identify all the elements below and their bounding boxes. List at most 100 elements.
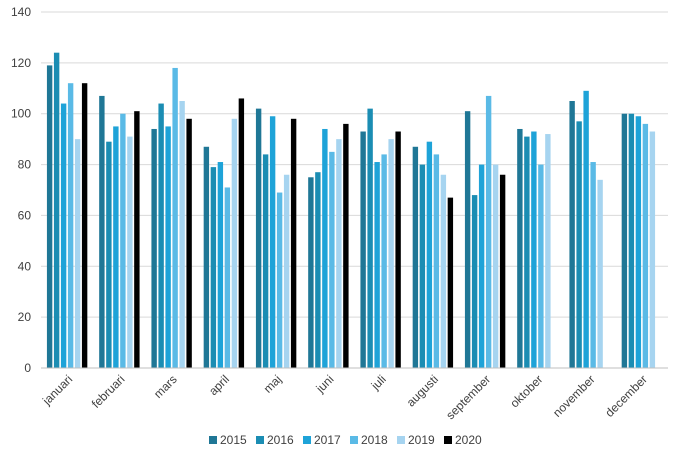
y-tick-label: 120 — [11, 56, 31, 70]
bar-2020-januari — [81, 83, 88, 368]
legend-swatch-2017 — [303, 436, 311, 444]
x-axis-labels: januari februari mars april maj juni juli augus… — [39, 372, 650, 422]
bar-2015-januari — [46, 65, 53, 369]
bar-2019-december — [649, 131, 656, 368]
bar-2017-april — [217, 162, 224, 368]
legend-swatch-2018 — [350, 436, 358, 444]
bar-2019-april — [231, 118, 238, 368]
legend-label: 2016 — [267, 433, 294, 447]
bar-2019-februari — [127, 136, 133, 368]
bar-2019-november — [597, 179, 603, 368]
x-tick-label: september — [443, 372, 493, 422]
bar-2017-juli — [374, 162, 380, 368]
bar-2016-april — [210, 167, 217, 368]
x-tick-label: april — [206, 372, 232, 398]
bar-2019-oktober — [545, 134, 551, 368]
bar-2020-juni — [343, 123, 349, 368]
bar-2018-maj — [276, 192, 283, 368]
legend-swatch-2016 — [256, 436, 264, 444]
bar-2016-mars — [158, 103, 164, 369]
bar-2016-augusti — [419, 164, 426, 368]
bar-2016-juni — [315, 172, 321, 368]
bar-2019-september — [492, 164, 499, 368]
bar-2016-december — [628, 113, 635, 368]
bar-2015-februari — [99, 95, 105, 369]
y-tick-label: 60 — [18, 208, 32, 222]
y-tick-label: 100 — [11, 107, 31, 121]
bar-2019-augusti — [440, 174, 447, 368]
x-tick-label: november — [550, 372, 598, 420]
x-tick-label: juli — [368, 372, 389, 393]
bar-2017-maj — [269, 116, 276, 368]
bar-2019-juli — [388, 139, 394, 368]
bar-2019-maj — [283, 174, 290, 368]
bar-2015-november — [569, 101, 575, 368]
y-tick-label: 140 — [11, 5, 31, 19]
bar-2017-september — [478, 164, 485, 368]
legend-label: 2018 — [361, 433, 388, 447]
bar-2017-december — [635, 116, 642, 368]
x-tick-label: februari — [89, 372, 128, 411]
bar-2016-november — [576, 121, 582, 368]
x-tick-label: mars — [151, 372, 180, 401]
bar-2018-april — [224, 187, 231, 368]
bar-2018-mars — [172, 67, 178, 368]
bar-2015-augusti — [412, 146, 419, 368]
bar-2017-mars — [165, 126, 171, 368]
y-tick-label: 40 — [18, 259, 32, 273]
bar-2016-februari — [106, 141, 112, 368]
bar-2018-juni — [329, 151, 335, 368]
bar-2018-februari — [120, 113, 126, 368]
legend-swatch-2015 — [209, 436, 217, 444]
legend: 2015 2016 2017 2018 2019 2020 — [209, 433, 482, 447]
bars — [46, 52, 656, 369]
bar-2017-januari — [60, 103, 67, 369]
bar-2020-augusti — [447, 197, 454, 368]
bar-2015-maj — [255, 108, 262, 368]
legend-label: 2017 — [314, 433, 341, 447]
legend-label: 2019 — [408, 433, 435, 447]
bar-2016-juli — [367, 108, 373, 368]
y-tick-label: 0 — [24, 361, 31, 375]
bar-2015-april — [203, 146, 210, 368]
bar-2018-januari — [67, 83, 74, 368]
legend-label: 2020 — [455, 433, 482, 447]
bar-2015-oktober — [517, 128, 523, 368]
bar-2017-november — [583, 90, 589, 368]
bar-2020-april — [238, 98, 245, 368]
x-tick-label: december — [602, 372, 650, 420]
x-tick-label: januari — [39, 372, 75, 408]
bar-2018-oktober — [538, 164, 544, 368]
bar-2015-juli — [360, 131, 366, 368]
y-tick-label: 20 — [18, 310, 32, 324]
bar-2020-september — [499, 174, 506, 368]
bar-2015-juni — [308, 177, 314, 368]
bar-2019-januari — [74, 139, 81, 368]
bar-2015-september — [464, 111, 471, 369]
bar-2017-februari — [113, 126, 119, 368]
bar-2016-oktober — [524, 136, 530, 368]
bar-2018-november — [590, 162, 596, 368]
bar-2016-maj — [262, 154, 269, 368]
bar-2018-juli — [381, 154, 387, 368]
bar-2020-juli — [395, 131, 401, 368]
bar-2017-augusti — [426, 141, 433, 368]
y-axis-ticks: 0 20 40 60 80 100 120 140 — [11, 5, 31, 375]
legend-swatch-2020 — [444, 436, 452, 444]
bar-2016-september — [471, 195, 478, 368]
bar-2018-augusti — [433, 154, 440, 368]
x-tick-label: oktober — [507, 372, 545, 410]
bar-2018-december — [642, 123, 649, 368]
y-tick-label: 80 — [18, 158, 32, 172]
bar-2015-mars — [151, 128, 157, 368]
bar-2019-juni — [336, 139, 342, 368]
x-tick-label: juni — [313, 372, 337, 396]
gridlines — [41, 11, 668, 318]
legend-label: 2015 — [220, 433, 247, 447]
bar-2017-juni — [322, 128, 328, 368]
bar-2020-mars — [186, 118, 192, 368]
legend-swatch-2019 — [397, 436, 405, 444]
bar-2020-maj — [290, 118, 297, 368]
bar-2019-mars — [179, 101, 185, 368]
bar-2020-februari — [134, 111, 140, 369]
